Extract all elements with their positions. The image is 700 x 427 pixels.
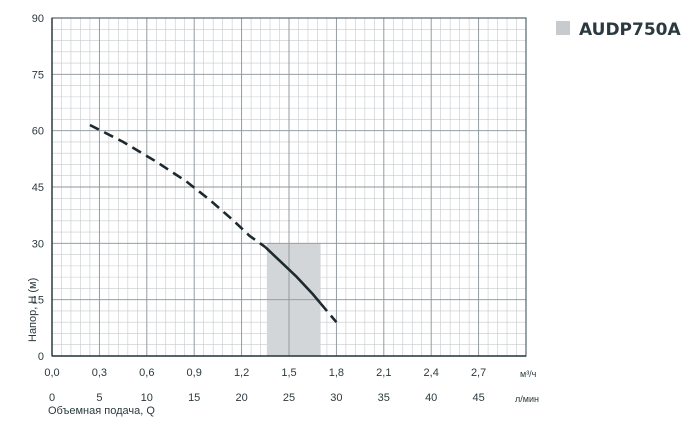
x-tick-label-secondary: 0 xyxy=(49,392,55,404)
x-tick-label-primary: 0,6 xyxy=(139,367,154,379)
x-tick-label-primary: 1,8 xyxy=(329,367,344,379)
x-tick-label-primary: 2,1 xyxy=(376,367,391,379)
x-tick-label-secondary: 30 xyxy=(330,392,342,404)
x-unit-secondary: л/мин xyxy=(515,394,539,404)
x-tick-label-primary: 0,9 xyxy=(187,367,202,379)
x-tick-labels-primary: 0,0 0,3 0,6 0,9 1,2 1,5 1,8 2,1 2,4 2,7 xyxy=(44,367,486,379)
pump-curve-solid-segment xyxy=(264,246,322,305)
y-tick-label: 60 xyxy=(32,126,44,138)
x-tick-label-secondary: 45 xyxy=(472,392,484,404)
y-tick-label: 30 xyxy=(32,238,44,250)
major-grid xyxy=(52,18,526,356)
y-tick-label: 15 xyxy=(32,295,44,307)
x-tick-label-primary: 1,2 xyxy=(234,367,249,379)
x-unit-primary: м³/ч xyxy=(520,369,537,379)
y-tick-label: 0 xyxy=(38,351,44,363)
y-axis-title: Напор, H (м) xyxy=(27,278,39,342)
x-axis-title: Объемная подача, Q xyxy=(48,405,155,417)
x-tick-label-secondary: 35 xyxy=(378,392,390,404)
x-tick-label-primary: 0,3 xyxy=(92,367,107,379)
legend-label: AUDP750A xyxy=(579,20,681,40)
y-tick-label: 75 xyxy=(32,69,44,81)
x-tick-label-secondary: 15 xyxy=(188,392,200,404)
x-tick-labels-secondary: 0 5 10 15 20 25 30 35 40 45 xyxy=(49,392,485,404)
x-tick-label-secondary: 40 xyxy=(425,392,437,404)
pump-curve-dashed-segment xyxy=(319,302,338,324)
axes xyxy=(51,17,527,357)
curve-layer xyxy=(89,123,338,324)
x-tick-label-secondary: 25 xyxy=(283,392,295,404)
x-tick-label-secondary: 10 xyxy=(141,392,153,404)
x-tick-label-secondary: 20 xyxy=(235,392,247,404)
legend-swatch xyxy=(556,21,570,35)
x-tick-label-primary: 1,5 xyxy=(281,367,296,379)
y-tick-label: 90 xyxy=(32,13,44,25)
x-tick-label-primary: 2,7 xyxy=(471,367,486,379)
y-tick-label: 45 xyxy=(32,182,44,194)
y-tick-labels: 0 15 30 45 60 75 90 xyxy=(32,13,44,363)
x-tick-label-primary: 2,4 xyxy=(424,367,439,379)
x-tick-label-secondary: 5 xyxy=(96,392,102,404)
pump-curve-dashed-segment xyxy=(89,123,267,249)
x-tick-label-primary: 0,0 xyxy=(44,367,59,379)
